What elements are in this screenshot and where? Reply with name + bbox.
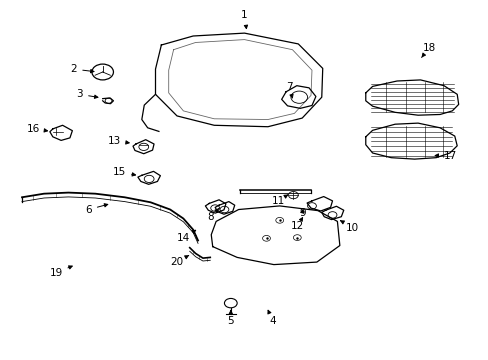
Text: 14: 14 bbox=[176, 230, 195, 243]
Text: 13: 13 bbox=[108, 136, 129, 146]
Text: 5: 5 bbox=[227, 310, 234, 326]
Text: 2: 2 bbox=[70, 64, 94, 74]
Text: 19: 19 bbox=[49, 266, 72, 278]
Text: 1: 1 bbox=[241, 10, 247, 28]
Text: 11: 11 bbox=[271, 195, 287, 206]
Text: 17: 17 bbox=[434, 150, 456, 161]
Text: 3: 3 bbox=[76, 89, 98, 99]
Text: 20: 20 bbox=[170, 256, 188, 267]
Text: 10: 10 bbox=[340, 221, 359, 233]
Text: 6: 6 bbox=[85, 204, 107, 215]
Text: 7: 7 bbox=[285, 82, 292, 98]
Text: 8: 8 bbox=[207, 208, 219, 222]
Text: 18: 18 bbox=[421, 42, 435, 58]
Text: 4: 4 bbox=[267, 310, 276, 326]
Text: 15: 15 bbox=[113, 167, 135, 177]
Text: 16: 16 bbox=[27, 124, 47, 134]
Text: 12: 12 bbox=[290, 218, 304, 231]
Text: 9: 9 bbox=[298, 208, 305, 218]
